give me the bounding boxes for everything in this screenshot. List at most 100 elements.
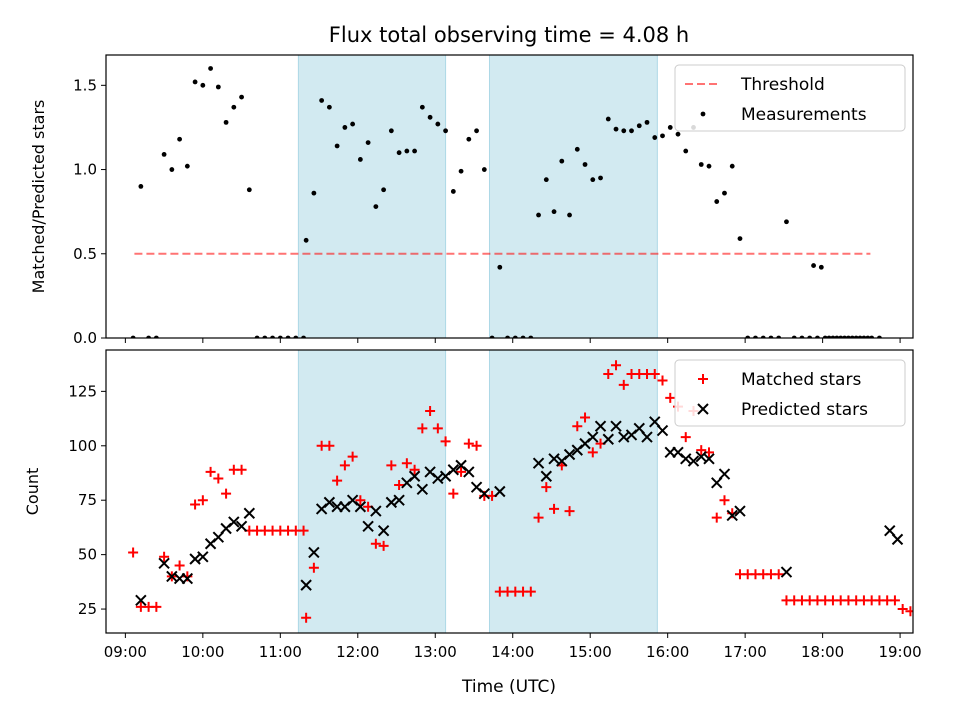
- predicted-star-marker: [726, 509, 738, 522]
- predicted-star-marker: [687, 455, 700, 467]
- bottom-panel: 09:00 10:00 11:00 12:00 13:00 14:00 15:00 16:00…: [23, 349, 922, 661]
- measurement-point: [334, 143, 340, 149]
- measurement-point: [200, 82, 206, 88]
- measurement-point: [574, 146, 580, 152]
- measurement-point: [231, 104, 237, 110]
- matched-star-marker: [533, 512, 544, 523]
- predicted-star-marker: [228, 516, 240, 528]
- matched-star-marker: [471, 440, 482, 451]
- predicted-star-marker: [158, 557, 170, 570]
- predicted-star-marker: [463, 466, 475, 478]
- x-tick-label: 18:00: [801, 643, 844, 661]
- predicted-star-marker: [370, 505, 382, 517]
- measurement-point: [644, 119, 650, 125]
- measurement-point: [660, 133, 665, 139]
- measurement-point: [373, 204, 379, 210]
- matched-star-marker: [657, 375, 668, 386]
- observing-interval: [297, 55, 447, 338]
- predicted-star-marker: [243, 507, 256, 519]
- measurement-point: [729, 163, 735, 169]
- matched-star-marker: [611, 360, 622, 371]
- predicted-star-marker: [718, 468, 731, 480]
- matched-star-marker: [190, 499, 201, 510]
- measurement-point: [481, 167, 487, 172]
- matched-star-marker: [587, 447, 598, 458]
- measurement-point: [582, 162, 588, 167]
- predicted-star-marker: [197, 551, 209, 563]
- matched-star-marker: [394, 479, 405, 490]
- matched-star-marker: [649, 368, 660, 379]
- predicted-star-marker: [354, 501, 367, 513]
- measurement-point: [551, 209, 557, 215]
- matched-star-marker: [696, 445, 707, 456]
- measurement-point: [590, 177, 596, 183]
- y-tick-label: 125: [68, 382, 97, 400]
- measurement-point: [621, 128, 627, 134]
- predicted-star-marker: [587, 431, 599, 443]
- measurement-point: [208, 66, 213, 71]
- x-tick-label: 11:00: [259, 643, 302, 661]
- measurement-point: [629, 128, 634, 134]
- predicted-star-marker: [478, 487, 491, 500]
- predicted-star-marker: [610, 420, 622, 432]
- matched-star-marker: [541, 482, 552, 493]
- measurement-point: [737, 236, 743, 242]
- predicted-star-marker: [300, 579, 312, 591]
- matched-star-marker: [440, 436, 451, 447]
- legend-predicted-swatch: [697, 403, 709, 415]
- predicted-star-marker: [494, 485, 506, 498]
- matched-star-marker: [463, 438, 474, 449]
- y-tick-label: 0.0: [73, 329, 97, 347]
- measurement-point: [350, 121, 356, 127]
- measurement-point: [311, 190, 317, 196]
- matched-star-marker: [773, 569, 784, 580]
- measurement-point: [184, 163, 190, 169]
- matched-star-marker: [308, 562, 319, 573]
- legend-label: Measurements: [741, 105, 867, 125]
- predicted-star-marker: [393, 494, 405, 506]
- matched-star-marker: [401, 458, 412, 469]
- legend-measurement-swatch: [700, 111, 706, 117]
- matched-star-marker: [525, 586, 536, 597]
- measurement-point: [138, 183, 144, 189]
- measurement-point: [169, 167, 175, 172]
- matched-star-marker: [448, 488, 459, 499]
- predicted-star-marker: [540, 470, 553, 482]
- predicted-star-marker: [135, 594, 147, 607]
- predicted-star-marker: [235, 520, 248, 533]
- matched-star-marker: [603, 368, 614, 379]
- matched-star-marker: [324, 440, 335, 451]
- observing-interval: [488, 55, 658, 338]
- matched-star-marker: [347, 451, 358, 462]
- matched-star-marker: [572, 421, 583, 432]
- matched-star-marker: [205, 466, 216, 477]
- predicted-star-marker: [703, 453, 715, 465]
- predicted-star-marker: [563, 448, 576, 461]
- predicted-star-marker: [532, 457, 545, 469]
- y-tick-label: 50: [78, 546, 97, 564]
- measurement-point: [192, 79, 198, 85]
- measurement-point: [706, 163, 712, 169]
- legend-label: Matched stars: [741, 370, 861, 390]
- measurement-point: [450, 189, 456, 194]
- predicted-star-marker: [891, 533, 904, 546]
- measurement-point: [161, 151, 167, 157]
- measurement-point: [497, 264, 503, 270]
- matched-star-marker: [719, 495, 730, 506]
- measurement-point: [675, 131, 681, 137]
- matched-star-marker: [355, 495, 366, 506]
- measurement-point: [784, 219, 789, 225]
- measurement-point: [598, 175, 603, 181]
- measurement-point: [396, 150, 402, 156]
- y-axis-label: Count: [23, 468, 42, 516]
- measurement-point: [246, 187, 252, 193]
- matched-star-marker: [339, 460, 350, 471]
- measurement-point: [458, 168, 464, 174]
- matched-star-marker: [665, 392, 676, 403]
- measurement-point: [177, 136, 182, 142]
- measurement-point: [326, 104, 332, 110]
- matched-star-marker: [301, 612, 312, 623]
- top-panel: 0.0 0.5 1.0 1.5 Matched/Predicted stars Thres…: [29, 54, 914, 347]
- x-axis-label: Time (UTC): [461, 677, 556, 697]
